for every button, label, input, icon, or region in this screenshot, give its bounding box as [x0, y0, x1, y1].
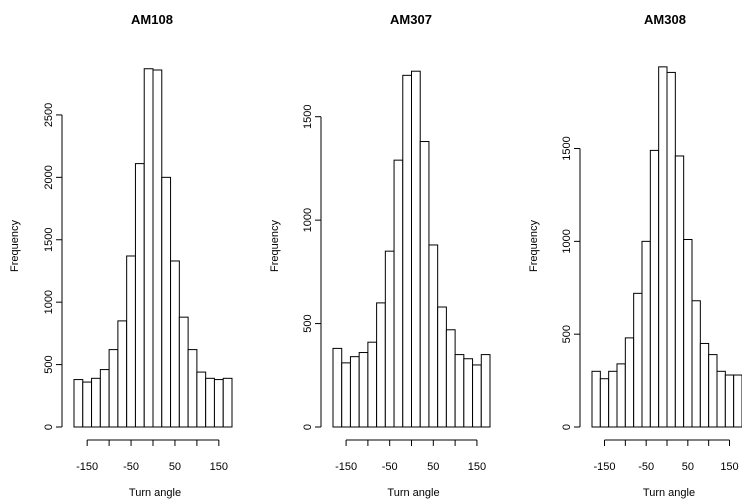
chart-1-bar [117, 320, 128, 428]
chart-1-bar [196, 371, 207, 428]
chart-2-bar [480, 354, 491, 428]
chart-1-y-tick-label: 1500 [43, 228, 55, 252]
chart-1-x-tick-label: 150 [210, 461, 228, 473]
chart-3-x-tick-label: 50 [682, 461, 694, 473]
chart-1-bar [91, 377, 101, 428]
chart-3-bar [624, 337, 635, 428]
chart-2-bar [376, 302, 386, 428]
chart-3-xlabel: Turn angle [643, 487, 695, 499]
chart-1-bar [99, 369, 110, 428]
chart-2-bar [454, 354, 465, 428]
chart-2-ylabel: Frequency [269, 220, 281, 272]
chart-3-bar [699, 342, 710, 428]
chart-3-bar [733, 374, 742, 428]
chart-1-ylabel: Frequency [9, 220, 21, 272]
chart-3-bar [599, 378, 610, 428]
chart-1-title: AM108 [131, 12, 173, 27]
chart-1-y-tick-label: 2500 [43, 103, 55, 127]
chart-1-bar [126, 255, 136, 428]
chart-1-x-tick-label: -150 [76, 461, 98, 473]
chart-1-bar [178, 316, 189, 428]
chart-3-bar [683, 239, 693, 428]
chart-2-y-tick-label: 1000 [302, 208, 314, 232]
chart-2-y-tick-label: 0 [302, 424, 314, 430]
chart-1-bar [108, 349, 119, 428]
chart-2-x-tick-label: 150 [468, 461, 486, 473]
chart-3-bar [708, 354, 718, 428]
chart-3-x-tick-label: -150 [593, 461, 615, 473]
chart-3-y-tick-label: 0 [561, 424, 573, 430]
chart-2-bar [419, 141, 430, 428]
chart-2-bar [367, 341, 378, 428]
chart-3-x-tick-label: -50 [638, 461, 654, 473]
chart-3-title: AM308 [644, 12, 686, 27]
chart-2-bar [349, 356, 360, 428]
chart-2-bar [411, 70, 421, 428]
chart-1-bar [134, 163, 145, 428]
chart-2-bar [402, 74, 412, 428]
chart-1-bar [205, 377, 215, 428]
chart-3-bar [633, 292, 643, 428]
chart-2-x-tick-label: -150 [335, 461, 357, 473]
chart-2-bar [472, 364, 482, 428]
chart-1-y-tick-label: 2000 [43, 165, 55, 189]
chart-2-bar [393, 159, 404, 428]
chart-1-x-tick-label: -50 [123, 461, 139, 473]
chart-2-bar [437, 306, 447, 428]
chart-1-bar [73, 379, 84, 428]
chart-3-bar [724, 374, 735, 428]
chart-1-bar [170, 260, 180, 428]
chart-3-bar [649, 149, 660, 428]
chart-3-y-tick-label: 500 [561, 325, 573, 343]
chart-2-bar [358, 352, 369, 428]
chart-3-bar [616, 363, 626, 428]
chart-2-bar [428, 244, 439, 428]
chart-3-bar [608, 370, 618, 428]
chart-2-bar [341, 362, 351, 428]
chart-1-bar [152, 69, 163, 428]
chart-2-x-tick-label: -50 [382, 461, 398, 473]
chart-1-bar [222, 377, 233, 428]
chart-1-x-tick-label: 50 [169, 461, 181, 473]
chart-2-bar [384, 250, 395, 428]
chart-1-y-tick-label: 500 [43, 355, 55, 373]
chart-2-title: AM307 [390, 12, 432, 27]
chart-2-bar [332, 347, 343, 428]
chart-3-ylabel: Frequency [528, 220, 540, 272]
chart-3-bar [591, 370, 601, 428]
chart-1-bar [143, 68, 154, 428]
chart-1-bar [82, 381, 93, 428]
chart-1-y-tick-label: 0 [43, 424, 55, 430]
chart-3-bar [641, 240, 651, 428]
chart-1-bar [187, 349, 198, 428]
chart-2-y-tick-label: 1500 [302, 104, 314, 128]
chart-1-xlabel: Turn angle [129, 487, 181, 499]
chart-2-y-tick-label: 500 [302, 314, 314, 332]
chart-1-bar [161, 176, 172, 428]
chart-1-y-tick-label: 1000 [43, 290, 55, 314]
chart-2-xlabel: Turn angle [387, 487, 439, 499]
chart-3-bar [674, 155, 685, 428]
chart-3-bar [666, 71, 676, 428]
chart-2-x-tick-label: 50 [427, 461, 439, 473]
chart-3-y-tick-label: 1500 [561, 136, 573, 160]
chart-1-bar [213, 379, 224, 428]
chart-3-y-tick-label: 1000 [561, 229, 573, 253]
chart-3-bar [691, 300, 701, 428]
chart-2-bar [445, 329, 456, 428]
chart-3-bar [716, 370, 726, 428]
chart-2-bar [463, 358, 474, 428]
chart-3-x-tick-label: 150 [720, 461, 738, 473]
chart-3-bar [658, 66, 668, 428]
